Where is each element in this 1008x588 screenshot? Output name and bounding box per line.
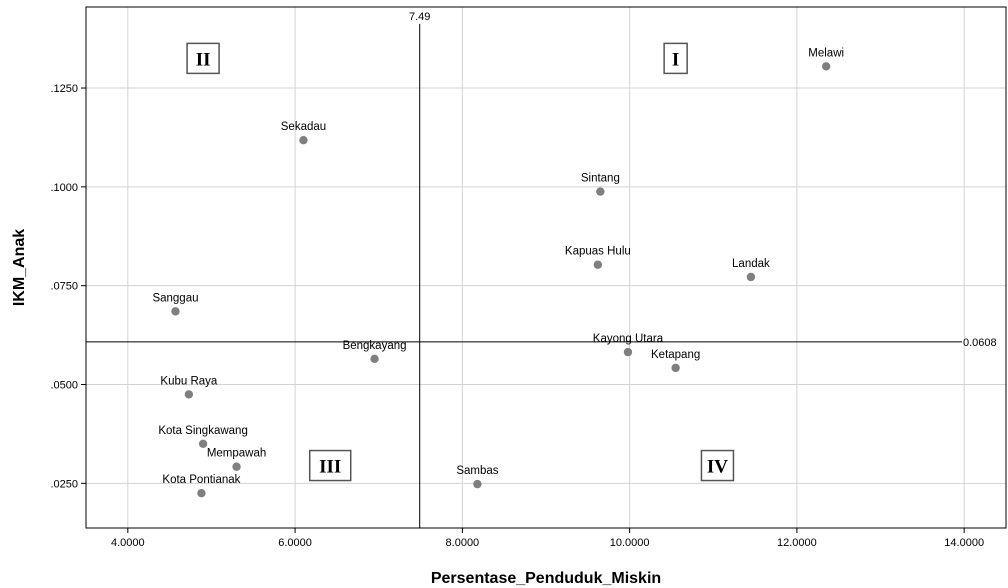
data-points: Melawi Sekadau Sintang Kapuas Hulu Landak San…	[152, 47, 844, 498]
data-point-label: Kapuas Hulu	[565, 246, 631, 258]
grid-lines	[86, 7, 1006, 528]
x-tick-label: 14.0000	[944, 537, 984, 549]
y-tick-label: .0250	[50, 478, 78, 490]
y-tick-label: .0750	[50, 281, 78, 293]
y-tick-label: .1000	[50, 182, 78, 194]
data-point	[596, 187, 605, 196]
y-tick-label: .0500	[50, 380, 78, 392]
data-point-label: Sambas	[456, 465, 498, 477]
x-reference-label: 7.49	[409, 11, 430, 23]
quadrant-label: II	[196, 49, 211, 70]
x-tick-label: 6.0000	[278, 537, 312, 549]
data-point	[821, 62, 831, 71]
data-point	[593, 260, 603, 269]
data-point	[370, 354, 379, 364]
quadrant-box	[663, 42, 688, 75]
axis-ticks: 4.0000 6.0000 8.0000 10.0000 12.0000 14.0000.…	[50, 83, 984, 549]
data-point-label: Mempawah	[207, 448, 266, 460]
data-point	[746, 272, 756, 282]
data-point	[184, 390, 194, 399]
data-point-label: Kubu Raya	[160, 375, 218, 387]
quadrant-label: I	[672, 49, 679, 70]
data-point-label: Kayong Utara	[593, 333, 664, 345]
quadrant-box	[308, 449, 352, 482]
data-point	[623, 347, 633, 357]
quadrant-box	[186, 42, 220, 75]
quadrant-box	[700, 449, 735, 482]
data-point	[171, 307, 180, 316]
data-point	[671, 363, 680, 373]
data-point	[197, 489, 206, 498]
x-tick-label: 4.0000	[111, 537, 145, 549]
data-point-label: Melawi	[808, 47, 844, 59]
data-point-label: Sanggau	[152, 292, 198, 304]
x-tick-label: 12.0000	[777, 537, 817, 549]
data-point	[232, 462, 241, 471]
data-point	[299, 136, 308, 145]
data-point-label: Sekadau	[281, 121, 326, 133]
x-axis-title: Persentase_Penduduk_Miskin	[431, 570, 661, 587]
data-point-label: Landak	[732, 258, 770, 270]
data-point	[473, 479, 482, 489]
y-tick-label: .1250	[50, 83, 78, 95]
x-tick-label: 8.0000	[446, 537, 480, 549]
data-point-label: Ketapang	[651, 349, 700, 361]
data-point-label: Bengkayang	[343, 340, 407, 352]
reference-lines: 7.49 0.0608	[86, 11, 997, 528]
y-axis-title: IKM_Anak	[11, 229, 28, 306]
y-reference-label: 0.0608	[963, 337, 997, 349]
data-point	[198, 439, 208, 449]
data-point-label: Sintang	[581, 173, 620, 185]
quadrant-label: III	[319, 457, 341, 478]
x-tick-label: 10.0000	[610, 537, 650, 549]
data-point-label: Kota Pontianak	[162, 474, 240, 486]
data-point-label: Kota Singkawang	[158, 425, 248, 437]
quadrant-label: IV	[707, 457, 728, 478]
plot-frame	[85, 6, 1007, 529]
